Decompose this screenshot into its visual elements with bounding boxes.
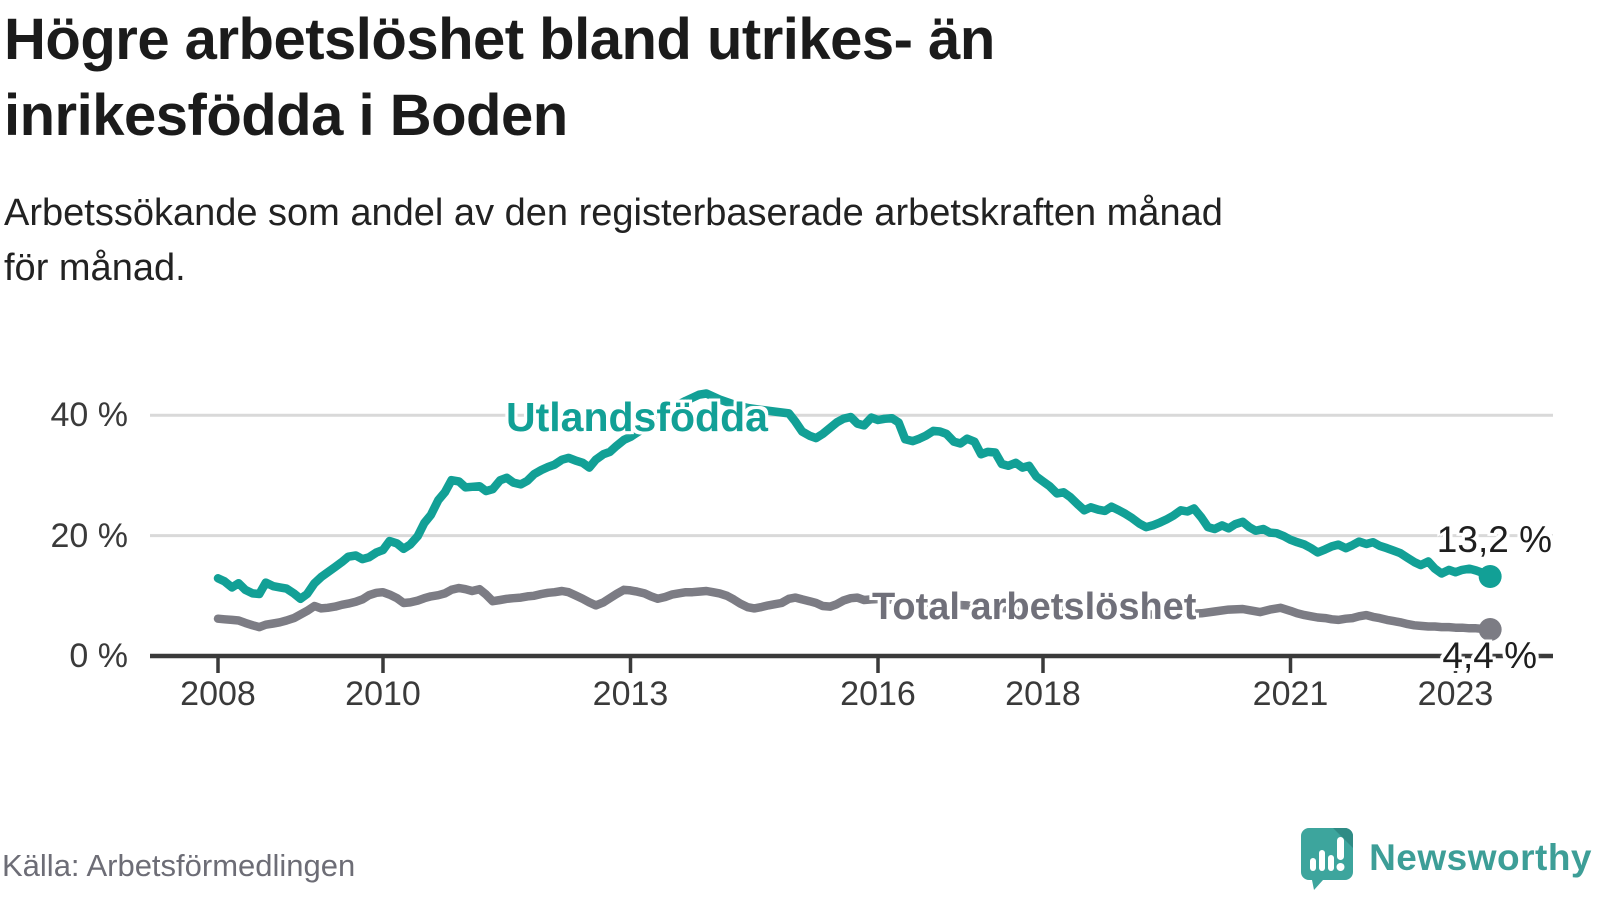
x-axis-label-2008: 2008 bbox=[180, 675, 256, 713]
title-line-1: Högre arbetslöshet bland utrikes- än bbox=[4, 7, 995, 72]
utlandsfodda-end-dot bbox=[1478, 565, 1502, 589]
page-title: Högre arbetslöshet bland utrikes- än inr… bbox=[4, 2, 1284, 154]
newsworthy-logo-icon bbox=[1301, 828, 1354, 890]
x-axis-label-2010: 2010 bbox=[345, 675, 421, 713]
subtitle-line-1: Arbetssökande som andel av den registerb… bbox=[4, 192, 1223, 234]
x-axis-label-2021: 2021 bbox=[1252, 675, 1329, 713]
x-axis-label-2018: 2018 bbox=[1005, 675, 1081, 713]
y-axis-label-20: 20 % bbox=[50, 516, 129, 555]
series-label-total: Total arbetslöshet bbox=[872, 586, 1197, 628]
end-value-utlandsfodda: 13,2 % bbox=[1436, 519, 1552, 560]
total-line bbox=[213, 583, 1495, 634]
newsworthy-logo[interactable]: Newsworthy bbox=[1299, 826, 1592, 890]
x-axis-label-2013: 2013 bbox=[592, 675, 669, 713]
source-note: Källa: Arbetsförmedlingen bbox=[2, 848, 356, 883]
total-end-dot bbox=[1478, 618, 1502, 642]
series-label-utlandsfodda: Utlandsfödda bbox=[506, 394, 768, 440]
utlandsfodda-line bbox=[213, 389, 1495, 604]
x-axis-label-2023: 2023 bbox=[1417, 675, 1494, 713]
newsworthy-logo-text: Newsworthy bbox=[1369, 837, 1592, 878]
y-axis-label-0: 0 % bbox=[69, 637, 128, 675]
x-axis-label-2016: 2016 bbox=[840, 675, 916, 713]
title-line-2: inrikesfödda i Boden bbox=[4, 83, 568, 148]
y-axis-label-40: 40 % bbox=[50, 396, 129, 435]
chart-subtitle: Arbetssökande som andel av den registerb… bbox=[4, 186, 1544, 296]
subtitle-line-2: för månad. bbox=[4, 247, 186, 289]
end-value-total: 4,4 % bbox=[1442, 635, 1537, 676]
